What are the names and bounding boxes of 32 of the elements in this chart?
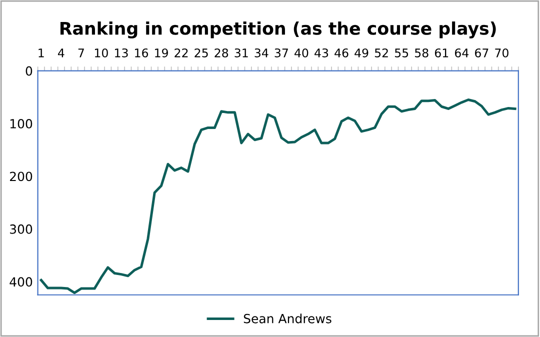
x-tick-label: 40 [294,48,308,58]
x-tick-label: 22 [174,48,188,58]
x-tick-label: 52 [374,48,388,58]
x-tick-label: 46 [334,48,348,58]
x-tick-label: 13 [115,48,128,58]
x-tick-label: 55 [394,48,408,58]
y-tick-label: 0 [26,66,32,76]
x-tick-label: 31 [234,48,248,58]
chart-title: Ranking in competition (as the course plays) [60,21,496,38]
x-tick-label: 49 [354,48,368,58]
x-tick-label: 25 [194,48,208,58]
x-tick-label: 7 [78,48,84,58]
y-tick-label: 100 [10,118,32,128]
y-tick-label: 300 [10,224,32,234]
x-tick-label: 70 [495,48,508,58]
x-tick-label: 10 [95,48,108,58]
x-tick-label: 28 [214,48,228,58]
y-tick-label: 200 [10,172,32,182]
x-tick-label: 4 [58,48,64,58]
y-tick-label: 400 [10,277,32,287]
x-tick-label: 61 [434,48,448,58]
x-tick-label: 37 [274,48,288,58]
x-tick-label: 67 [475,48,488,58]
x-tick-label: 58 [415,48,428,58]
x-tick-label: 1 [38,48,44,58]
x-tick-label: 43 [314,48,328,58]
x-tick-label: 34 [254,48,268,58]
x-tick-label: 19 [155,48,168,58]
legend-label: Sean Andrews [244,314,332,324]
line-series [40,98,516,294]
x-tick-label: 16 [135,48,148,58]
x-tick-label: 64 [454,48,469,58]
